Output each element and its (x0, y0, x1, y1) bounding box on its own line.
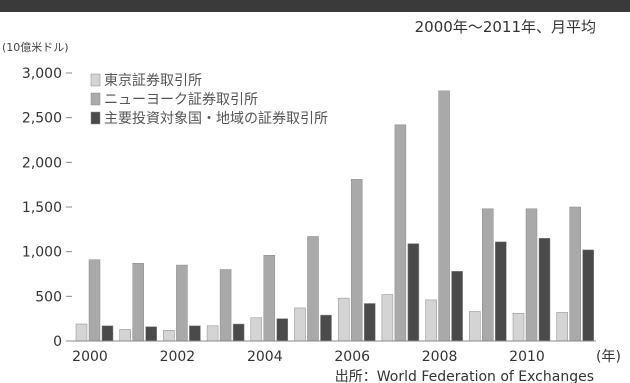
x-axis-unit-label: (年) (596, 349, 621, 365)
legend-swatch (90, 111, 101, 125)
bar-2005-series-3 (320, 314, 332, 342)
bar-2010-series-1 (512, 313, 525, 342)
bar-2006-series-1 (337, 297, 350, 342)
x-tick-label: 2008 (422, 349, 458, 365)
legend-swatch (90, 73, 101, 87)
bar-2008-series-1 (425, 299, 437, 342)
bar-2000-series-3 (101, 325, 114, 342)
bar-2001-series-1 (119, 329, 131, 342)
bar-2010-series-3 (538, 238, 551, 342)
bar-2008-series-2 (438, 90, 450, 342)
y-tick-label: 3,000 (22, 66, 62, 82)
x-tick-label: 2002 (160, 349, 196, 365)
bars-group (75, 90, 594, 342)
source-note: 出所：World Federation of Exchanges (335, 369, 594, 383)
legend-label: 主要投資対象国・地域の証券取引所 (104, 111, 328, 127)
x-tick-label: 2010 (509, 349, 545, 365)
bar-2007-series-1 (381, 294, 394, 342)
bar-2002-series-3 (189, 325, 201, 342)
y-axis: 0 500 1,000 1,500 2,000 2,500 3,000 (22, 66, 72, 350)
y-tick-label: 0 (53, 334, 62, 350)
bar-2009-series-1 (469, 311, 481, 342)
y-tick-label: 500 (35, 289, 62, 305)
legend-label: 東京証券取引所 (104, 73, 202, 89)
bar-2003-series-2 (219, 269, 232, 342)
bar-2004-series-1 (250, 317, 263, 342)
bar-2005-series-2 (307, 236, 319, 342)
y-tick-label: 2,000 (22, 155, 62, 171)
y-tick-label: 2,500 (22, 111, 62, 127)
x-tick-label: 2000 (72, 349, 108, 365)
legend-swatch (90, 92, 101, 106)
bar-2003-series-1 (206, 325, 219, 342)
bar-2010-series-2 (525, 208, 538, 342)
x-tick-label: 2004 (247, 349, 283, 365)
bar-2002-series-2 (176, 264, 188, 342)
bar-2007-series-2 (394, 124, 407, 342)
bar-2000-series-2 (88, 259, 101, 342)
y-axis-unit-label: (10億米ドル) (2, 41, 69, 54)
bar-2009-series-2 (482, 208, 494, 342)
x-axis: 2000 2002 2004 2006 2008 2010 (72, 349, 545, 365)
bar-2008-series-3 (451, 271, 463, 342)
title-bar (0, 0, 630, 12)
y-tick-label: 1,500 (22, 200, 62, 216)
x-tick-label: 2006 (334, 349, 370, 365)
bar-2011-series-2 (569, 206, 581, 342)
bar-2007-series-3 (407, 243, 420, 342)
bar-2005-series-1 (294, 307, 306, 342)
bar-2001-series-3 (145, 326, 157, 342)
bar-2000-series-1 (75, 323, 88, 342)
bar-2004-series-2 (263, 254, 276, 342)
bar-2003-series-3 (232, 323, 245, 342)
bar-2011-series-3 (582, 249, 594, 342)
bar-2009-series-3 (495, 241, 507, 342)
chart-subtitle: 2000年〜2011年、月平均 (414, 18, 596, 36)
bar-2011-series-1 (556, 312, 568, 342)
bar-2006-series-2 (350, 179, 363, 342)
y-tick-label: 1,000 (22, 245, 62, 261)
bar-2001-series-2 (132, 263, 144, 342)
bar-2004-series-3 (276, 318, 289, 342)
bar-2002-series-1 (163, 330, 175, 342)
legend-label: ニューヨーク証券取引所 (104, 92, 258, 108)
bar-2006-series-3 (363, 303, 376, 342)
